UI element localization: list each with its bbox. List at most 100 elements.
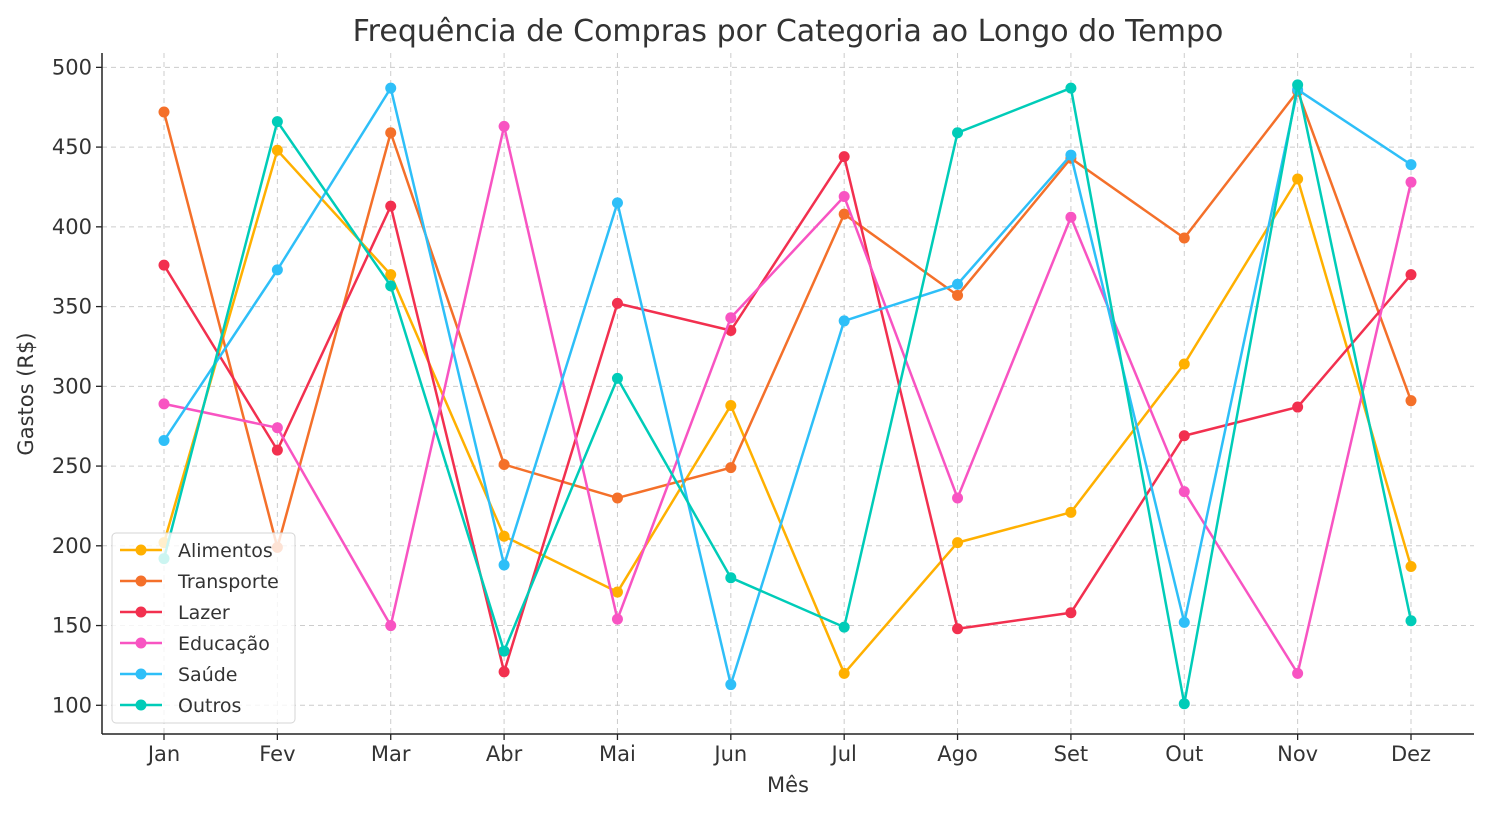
series-line (162, 86, 1412, 686)
y-tick-label: 450 (52, 135, 92, 159)
y-tick-label: 150 (52, 614, 92, 638)
data-point (498, 559, 510, 571)
data-point (1065, 149, 1077, 161)
data-point (611, 492, 623, 504)
data-point (725, 572, 737, 584)
data-point (1292, 667, 1304, 679)
y-tick-label: 200 (52, 534, 92, 558)
data-point (1178, 698, 1190, 710)
data-point (158, 259, 170, 271)
x-tick-label: Fev (259, 742, 295, 766)
legend-label: Lazer (178, 602, 230, 624)
x-tick-label: Abr (486, 742, 523, 766)
data-point (271, 264, 283, 276)
legend-swatch-marker (135, 637, 147, 649)
y-tick-label: 350 (52, 295, 92, 319)
series-line (163, 125, 1413, 675)
series-line (162, 83, 1413, 705)
data-point (952, 289, 964, 301)
data-point (271, 144, 283, 156)
data-point (271, 444, 283, 456)
data-point (952, 127, 964, 139)
data-point (611, 372, 623, 384)
data-point (838, 667, 850, 679)
data-point (725, 462, 737, 474)
data-point (1292, 79, 1304, 91)
axes: Jan Fev Mar Abr Mai Jun Jul Ago Set Out Nov Dez 100 1… (52, 53, 1474, 766)
data-point (158, 398, 170, 410)
data-point (611, 586, 623, 598)
x-tick-label: Mar (371, 742, 411, 766)
data-point (498, 458, 510, 470)
data-point (838, 208, 850, 220)
data-point (158, 435, 170, 447)
data-point (385, 269, 397, 281)
grid (102, 53, 1474, 734)
x-tick-label: Mai (599, 742, 636, 766)
x-tick-label: Dez (1391, 742, 1431, 766)
data-point (1405, 176, 1417, 188)
x-tick-label: Nov (1277, 742, 1318, 766)
y-tick-label: 500 (52, 55, 92, 79)
x-tick-label: Jan (146, 742, 180, 766)
data-point (271, 116, 283, 128)
legend-label: Educação (178, 633, 270, 655)
series-line (162, 90, 1413, 549)
data-point (838, 151, 850, 163)
series-alimentos (158, 144, 1417, 679)
y-tick-label: 100 (52, 693, 92, 717)
data-point (1065, 607, 1077, 619)
series-line (162, 155, 1412, 674)
data-point (952, 278, 964, 290)
legend-label: Outros (178, 695, 241, 717)
legend-swatch-marker (135, 606, 147, 618)
data-point (385, 82, 397, 94)
data-point (1405, 269, 1417, 281)
data-point (498, 645, 510, 657)
data-point (271, 422, 283, 434)
data-point (1065, 82, 1077, 94)
data-point (385, 280, 397, 292)
data-point (838, 621, 850, 633)
y-axis-label: Gastos (R$) (14, 332, 38, 455)
data-point (1178, 430, 1190, 442)
data-point (1405, 561, 1417, 573)
data-point (158, 106, 170, 118)
legend-label: Alimentos (178, 540, 273, 562)
data-point (725, 679, 737, 691)
data-point (611, 197, 623, 209)
data-point (498, 120, 510, 132)
legend-swatch-marker (135, 575, 147, 587)
data-point (385, 127, 397, 139)
x-tick-label: Out (1165, 742, 1203, 766)
data-point (952, 492, 964, 504)
data-point (1178, 358, 1190, 370)
x-tick-label: Ago (937, 742, 978, 766)
chart-title: Frequência de Compras por Categoria ao L… (353, 14, 1224, 49)
data-point (1065, 211, 1077, 223)
data-point (725, 399, 737, 411)
y-tick-label: 300 (52, 374, 92, 398)
series-lazer (158, 151, 1417, 678)
legend-label: Transporte (177, 571, 279, 593)
legend-swatch-marker (135, 544, 147, 556)
data-point (725, 312, 737, 324)
series-educação (158, 120, 1417, 679)
legend: Alimentos Transporte Lazer Educação Saúde Out… (111, 532, 296, 724)
data-point (385, 200, 397, 212)
data-point (611, 297, 623, 309)
data-point (1292, 401, 1304, 413)
data-point (385, 620, 397, 632)
legend-swatch-marker (135, 699, 147, 711)
y-tick-label: 250 (52, 454, 92, 478)
data-point (1292, 173, 1304, 185)
data-point (611, 613, 623, 625)
legend-label: Saúde (178, 664, 238, 686)
data-point (1405, 395, 1417, 407)
x-axis-label: Mês (767, 773, 809, 797)
data-point (838, 315, 850, 327)
y-tick-label: 400 (52, 215, 92, 239)
legend-swatch-marker (135, 668, 147, 680)
data-point (952, 623, 964, 635)
